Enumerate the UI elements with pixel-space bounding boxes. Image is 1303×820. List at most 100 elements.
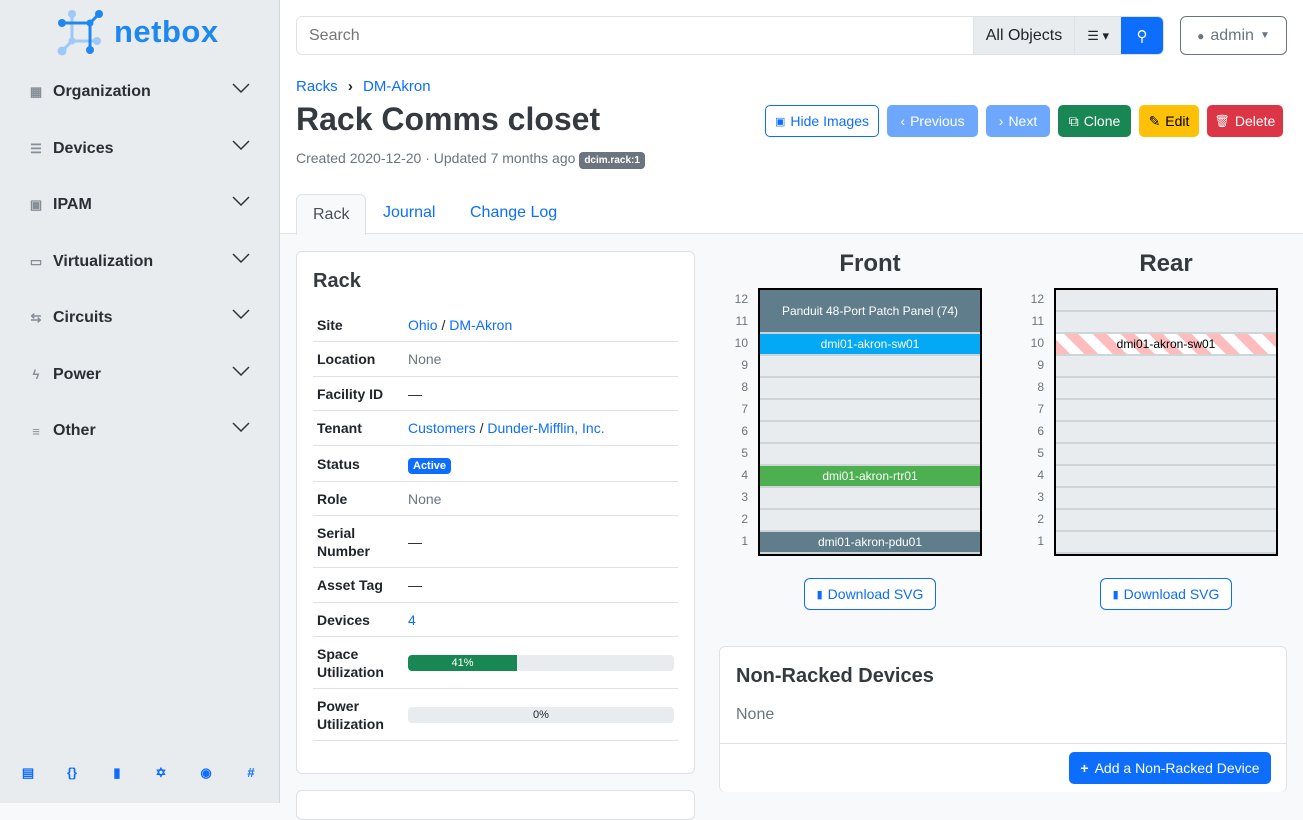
rack-device[interactable]: dmi01-akron-rtr01: [760, 466, 980, 488]
filter-dropdown[interactable]: ☰ ▾: [1074, 17, 1121, 54]
rack-device[interactable]: Panduit 48-Port Patch Panel (74): [760, 290, 980, 334]
sidebar-item-devices[interactable]: ☰ Devices: [28, 134, 250, 164]
rack-unit-slot[interactable]: [1056, 488, 1276, 510]
card-title: Rack: [313, 270, 361, 292]
sidebar-item-virtualization[interactable]: ▭ Virtualization: [28, 247, 250, 277]
rack-unit-slot[interactable]: [1056, 312, 1276, 334]
api-icon[interactable]: {}: [66, 765, 78, 780]
attr-link[interactable]: Dunder-Mifflin, Inc.: [487, 420, 605, 436]
github-icon[interactable]: ◉: [200, 765, 212, 780]
graphql-icon[interactable]: ✡: [155, 765, 167, 780]
rack-unit-slot[interactable]: [760, 444, 980, 466]
unit-number: 3: [741, 490, 748, 504]
delete-button[interactable]: 🗑 Delete: [1207, 105, 1283, 137]
unit-number: 3: [1037, 490, 1044, 504]
rack-unit-slot[interactable]: [1056, 532, 1276, 554]
rack-unit-slot[interactable]: [760, 400, 980, 422]
rack-unit-slot[interactable]: [760, 510, 980, 532]
rack-unit-slot[interactable]: [1056, 356, 1276, 378]
download-svg-button[interactable]: ▮ Download SVG: [1100, 578, 1232, 610]
breadcrumb-site[interactable]: DM-Akron: [363, 78, 431, 95]
rack-unit-slot[interactable]: [760, 378, 980, 400]
sidebar-item-label: Devices: [53, 139, 114, 157]
attr-row-role: Role None: [313, 482, 678, 516]
sidebar-item-organization[interactable]: ▦ Organization: [28, 77, 250, 107]
search-bar: All Objects ☰ ▾ ⚲: [296, 16, 1164, 55]
front-title: Front: [839, 250, 901, 277]
bookmark-icon[interactable]: ▮: [113, 765, 121, 780]
edit-button[interactable]: ✎ Edit: [1139, 105, 1199, 137]
sidebar-item-circuits[interactable]: ⇆ Circuits: [28, 303, 250, 333]
chevron-down-icon: [232, 196, 250, 206]
slack-icon[interactable]: #: [247, 765, 255, 780]
rack-unit-slot[interactable]: [760, 356, 980, 378]
netbox-logo[interactable]: netbox: [56, 8, 219, 56]
scope-label: All Objects: [985, 26, 1063, 44]
object-badge: dcim.rack:1: [579, 152, 645, 169]
chevron-right-icon: ›: [998, 113, 1004, 129]
attr-key: Status: [317, 455, 360, 472]
tab-rack[interactable]: Rack: [296, 194, 366, 235]
scope-select[interactable]: All Objects: [972, 17, 1075, 54]
rack-unit-slot[interactable]: [1056, 400, 1276, 422]
sidebar-item-other[interactable]: ≡ Other: [28, 416, 250, 446]
clone-button[interactable]: ⧉ Clone: [1058, 105, 1131, 137]
attr-link[interactable]: Ohio: [408, 317, 438, 333]
hide-images-button[interactable]: ▣ Hide Images: [765, 105, 879, 137]
docs-icon[interactable]: ▤: [21, 765, 35, 780]
next-button[interactable]: › Next: [986, 105, 1050, 137]
rack-unit-slot[interactable]: [760, 488, 980, 510]
server-icon: ☰: [30, 140, 42, 156]
brand-name: netbox: [114, 14, 219, 49]
sidebar-item-ipam[interactable]: ▣ IPAM: [28, 190, 250, 220]
chevron-down-icon: [232, 309, 250, 319]
attr-link[interactable]: Customers: [408, 420, 476, 436]
flash-icon: ϟ: [32, 367, 40, 382]
add-label: Add a Non-Racked Device: [1094, 760, 1260, 776]
pencil-icon: ✎: [1148, 112, 1161, 129]
updated-date: Updated 7 months ago: [433, 150, 576, 166]
notes-icon: ≡: [32, 423, 40, 439]
trash-icon: 🗑: [1214, 114, 1230, 128]
file-icon: ▮: [1112, 588, 1119, 601]
non-racked-value: None: [736, 706, 775, 723]
rack-unit-slot[interactable]: [1056, 422, 1276, 444]
chevron-down-icon: [232, 83, 250, 93]
unit-number: 12: [734, 292, 748, 306]
rack-unit-slot[interactable]: [1056, 466, 1276, 488]
edit-label: Edit: [1165, 113, 1190, 129]
attr-link[interactable]: DM-Akron: [449, 317, 513, 333]
user-menu[interactable]: ● admin ▼: [1180, 16, 1287, 55]
unit-number: 9: [741, 358, 748, 372]
delete-label: Delete: [1234, 113, 1276, 129]
search-button[interactable]: ⚲: [1121, 17, 1163, 54]
attr-value: —: [408, 577, 422, 593]
tab-changelog[interactable]: Change Log: [454, 192, 573, 233]
utilization-label: 41%: [451, 656, 474, 669]
add-non-racked-button[interactable]: + Add a Non-Racked Device: [1069, 752, 1271, 784]
sidebar-item-power[interactable]: ϟ Power: [28, 360, 250, 390]
next-card: [296, 790, 695, 820]
sidebar-item-label: Power: [53, 365, 102, 383]
tab-journal[interactable]: Journal: [367, 192, 451, 233]
rack-unit-slot[interactable]: [1056, 444, 1276, 466]
rack-unit-slot[interactable]: [1056, 510, 1276, 532]
attr-key: Location: [317, 351, 376, 367]
rack-device[interactable]: dmi01-akron-sw01: [1056, 334, 1276, 356]
devices-link[interactable]: 4: [408, 611, 416, 628]
unit-number: 1: [1037, 534, 1044, 548]
unit-number: 9: [1037, 358, 1044, 372]
rack-device[interactable]: dmi01-akron-pdu01: [760, 532, 980, 554]
rack-unit-slot[interactable]: [1056, 378, 1276, 400]
previous-button[interactable]: ‹ Previous: [887, 105, 978, 137]
download-svg-button[interactable]: ▮ Download SVG: [804, 578, 936, 610]
rack-unit-slot[interactable]: [760, 422, 980, 444]
rack-unit-slot[interactable]: [1056, 290, 1276, 312]
attr-row-tenant: Tenant Customers / Dunder-Mifflin, Inc.: [313, 411, 678, 446]
breadcrumb-racks[interactable]: Racks: [296, 78, 338, 95]
rear-rack-elevation: dmi01-akron-sw01: [1054, 288, 1278, 556]
rack-device[interactable]: dmi01-akron-sw01: [760, 334, 980, 356]
search-input[interactable]: [297, 17, 973, 54]
unit-number: 4: [1037, 468, 1044, 482]
attr-row-power-utilization: Power Utilization 0%: [313, 689, 678, 741]
